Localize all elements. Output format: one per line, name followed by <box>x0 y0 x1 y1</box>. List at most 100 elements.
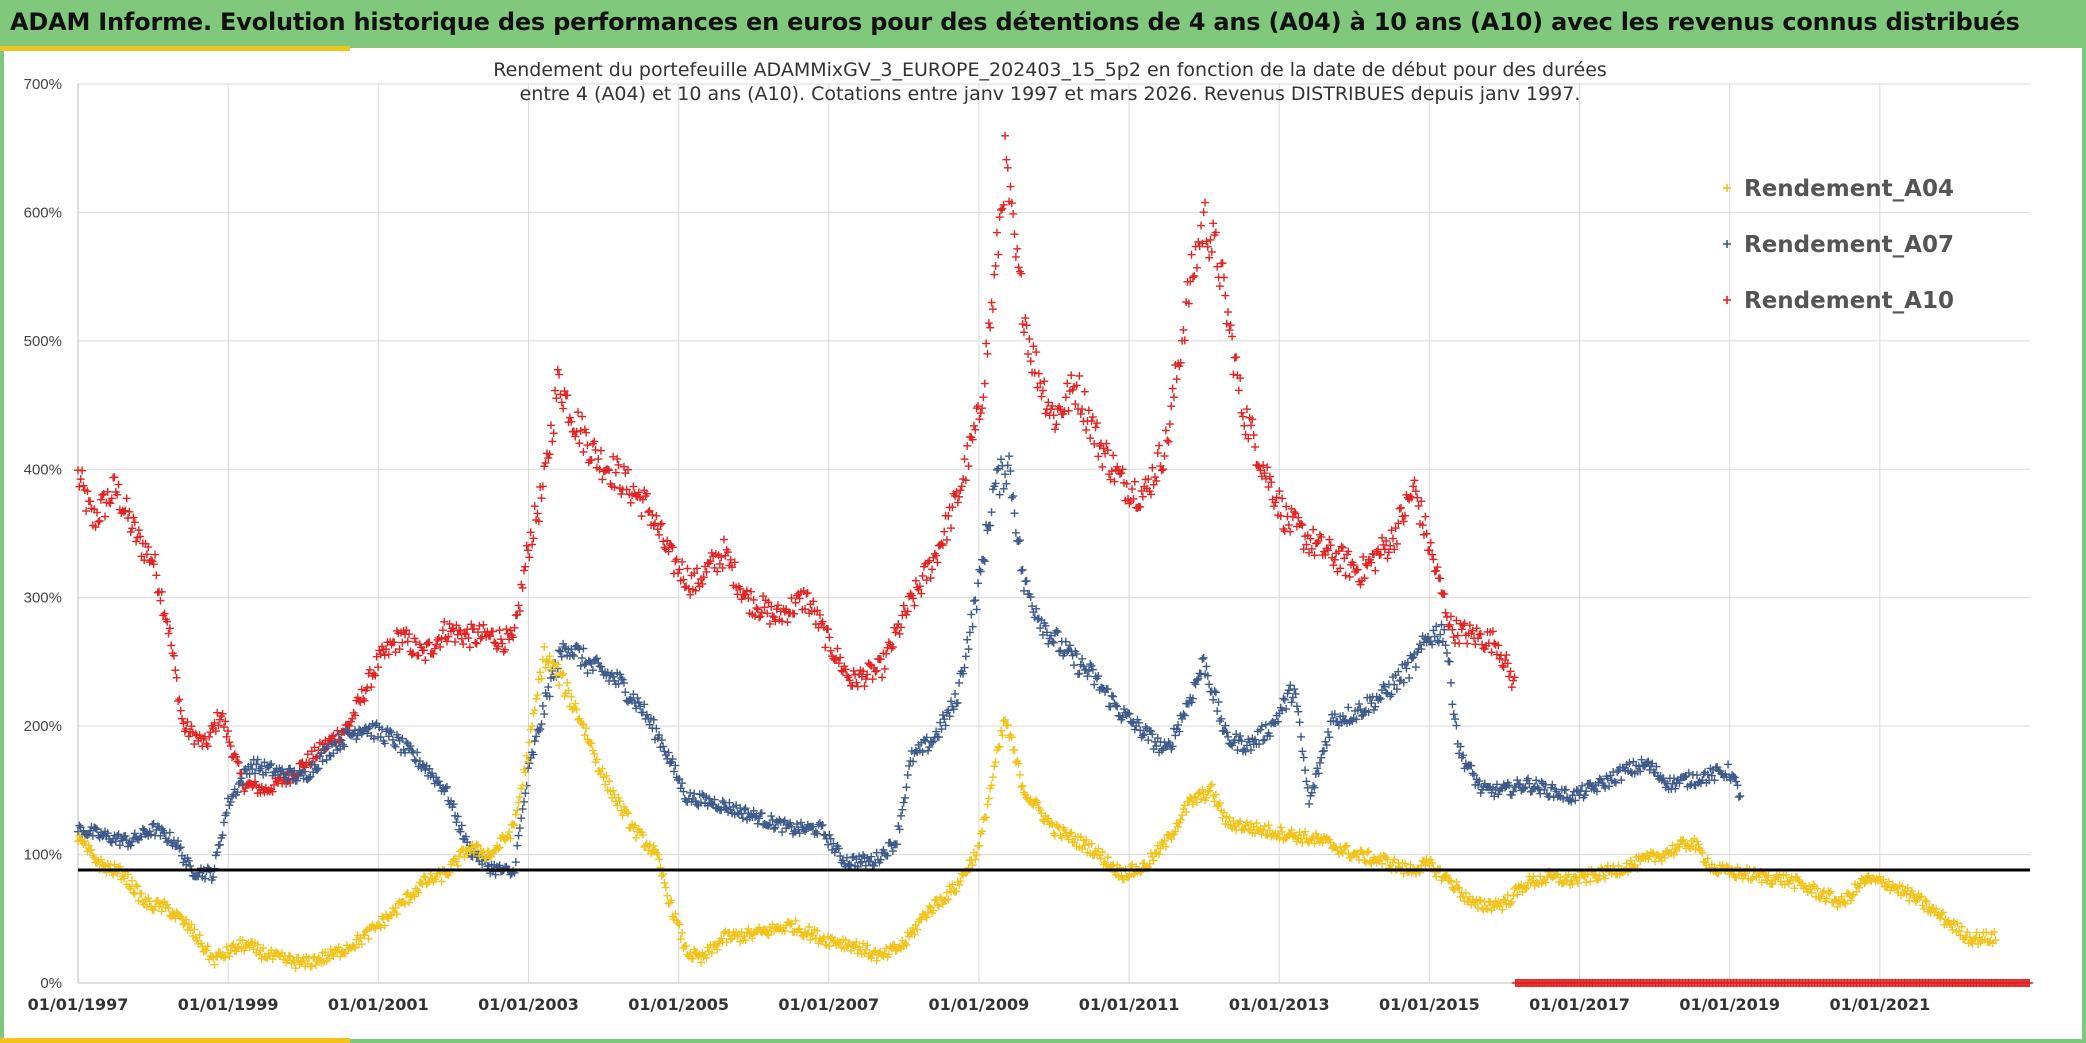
data-point-rendement_a10 <box>626 498 635 507</box>
data-point-rendement_a07 <box>671 761 680 770</box>
data-point-rendement_a10 <box>910 601 919 610</box>
data-point-rendement_a07 <box>442 782 451 791</box>
x-tick-label: 01/01/2011 <box>1079 995 1180 1014</box>
data-point-rendement_a10 <box>763 609 772 618</box>
data-point-rendement_a10 <box>518 583 527 592</box>
data-point-rendement_a10 <box>1359 552 1368 561</box>
data-point-rendement_a10 <box>268 787 277 796</box>
data-point-rendement_a07 <box>1309 781 1318 790</box>
data-point-rendement_a10 <box>990 270 999 279</box>
data-point-rendement_a10 <box>101 512 110 521</box>
data-point-rendement_a07 <box>630 699 639 708</box>
data-point-rendement_a10 <box>165 624 174 633</box>
data-point-rendement_a10 <box>1460 619 1469 628</box>
data-point-rendement_a04 <box>996 726 1005 735</box>
data-point-rendement_a04 <box>513 806 522 815</box>
data-point-rendement_a10 <box>752 604 761 613</box>
data-point-rendement_a07 <box>548 666 557 675</box>
data-point-rendement_a10 <box>1165 420 1174 429</box>
data-point-rendement_a10 <box>410 634 419 643</box>
data-point-rendement_a07 <box>1449 710 1458 719</box>
data-point-rendement_a10 <box>659 537 668 546</box>
data-point-rendement_a10 <box>1184 299 1193 308</box>
data-point-rendement_a10 <box>467 620 476 629</box>
data-point-rendement_a07 <box>996 455 1005 464</box>
data-point-rendement_a10 <box>1037 392 1046 401</box>
data-point-rendement_a07 <box>402 738 411 747</box>
data-point-rendement_a10 <box>980 379 989 388</box>
data-point-rendement_a10 <box>103 487 112 496</box>
data-point-rendement_a10 <box>1401 511 1410 520</box>
data-point-rendement_a07 <box>511 858 520 867</box>
data-point-rendement_a10 <box>248 782 257 791</box>
data-point-rendement_a10 <box>451 637 460 646</box>
data-point-rendement_a07 <box>209 873 218 882</box>
data-point-rendement_a10 <box>772 605 781 614</box>
data-point-rendement_a07 <box>452 818 461 827</box>
data-point-rendement_a10 <box>530 502 539 511</box>
data-point-rendement_a07 <box>184 856 193 865</box>
data-point-rendement_a10 <box>888 642 897 651</box>
data-point-rendement_a10 <box>1203 242 1212 251</box>
data-point-rendement_a07 <box>313 765 322 774</box>
data-point-rendement_a10 <box>1488 627 1497 636</box>
data-point-rendement_a10 <box>395 645 404 654</box>
data-point-rendement_a10 <box>594 455 603 464</box>
data-point-rendement_a10 <box>391 648 400 657</box>
data-point-rendement_a07 <box>1736 792 1745 801</box>
data-point-rendement_a07 <box>721 803 730 812</box>
data-point-rendement_a10 <box>474 628 483 637</box>
data-point-rendement_a07 <box>1411 663 1420 672</box>
chart-subtitle-line2: entre 4 (A04) et 10 ans (A10). Cotations… <box>520 83 1581 105</box>
legend: Rendement_A04 Rendement_A07 Rendement_A10 <box>1723 176 1954 314</box>
data-point-rendement_a07 <box>337 736 346 745</box>
data-point-rendement_a10 <box>1325 535 1334 544</box>
data-point-rendement_a10 <box>1152 476 1161 485</box>
data-point-rendement_a07 <box>778 828 787 837</box>
data-point-rendement_a10 <box>1244 434 1253 443</box>
data-point-rendement_a10 <box>528 540 537 549</box>
data-point-rendement_a10 <box>644 508 653 517</box>
data-point-rendement_a07 <box>642 710 651 719</box>
data-point-rendement_a10 <box>1188 273 1197 282</box>
data-point-rendement_a07 <box>457 821 466 830</box>
data-point-rendement_a10 <box>1090 439 1099 448</box>
data-point-rendement_a10 <box>1010 230 1019 239</box>
data-point-rendement_a10 <box>1286 527 1295 536</box>
data-point-rendement_a10 <box>210 718 219 727</box>
data-point-rendement_a07 <box>902 783 911 792</box>
x-tick-label: 01/01/2021 <box>1829 995 1930 1014</box>
data-point-rendement_a10 <box>233 757 242 766</box>
data-point-rendement_a07 <box>1078 654 1087 663</box>
data-point-rendement_a10 <box>1067 371 1076 380</box>
data-point-rendement_a07 <box>175 844 184 853</box>
data-point-rendement_a04 <box>1748 874 1757 883</box>
data-point-rendement_a10 <box>924 558 933 567</box>
data-point-rendement_a10 <box>672 555 681 564</box>
data-point-rendement_a10 <box>1194 237 1203 246</box>
data-point-rendement_a07 <box>652 724 661 733</box>
data-point-rendement_a07 <box>1011 528 1020 537</box>
data-point-rendement_a10 <box>365 665 374 674</box>
data-point-rendement_a10 <box>974 402 983 411</box>
data-point-rendement_a10 <box>1264 483 1273 492</box>
data-point-rendement_a10 <box>821 643 830 652</box>
data-point-rendement_a10 <box>1044 398 1053 407</box>
data-point-rendement_a10 <box>834 659 843 668</box>
data-point-rendement_a10 <box>1240 421 1249 430</box>
data-point-rendement_a07 <box>92 825 101 834</box>
data-point-rendement_a10 <box>988 305 997 314</box>
data-point-rendement_a10 <box>1164 437 1173 446</box>
data-point-rendement_a07 <box>369 734 378 743</box>
data-point-rendement_a07 <box>252 760 261 769</box>
data-point-rendement_a07 <box>1233 746 1242 755</box>
data-point-rendement_a10 <box>1265 472 1274 481</box>
data-point-rendement_a10 <box>1432 566 1441 575</box>
data-point-rendement_a07 <box>979 555 988 564</box>
data-point-rendement_a04 <box>984 794 993 803</box>
data-point-rendement_a10 <box>1276 511 1285 520</box>
data-point-rendement_a07 <box>213 848 222 857</box>
data-point-rendement_a10 <box>430 644 439 653</box>
data-point-rendement_a07 <box>972 605 981 614</box>
data-point-rendement_a10 <box>746 587 755 596</box>
